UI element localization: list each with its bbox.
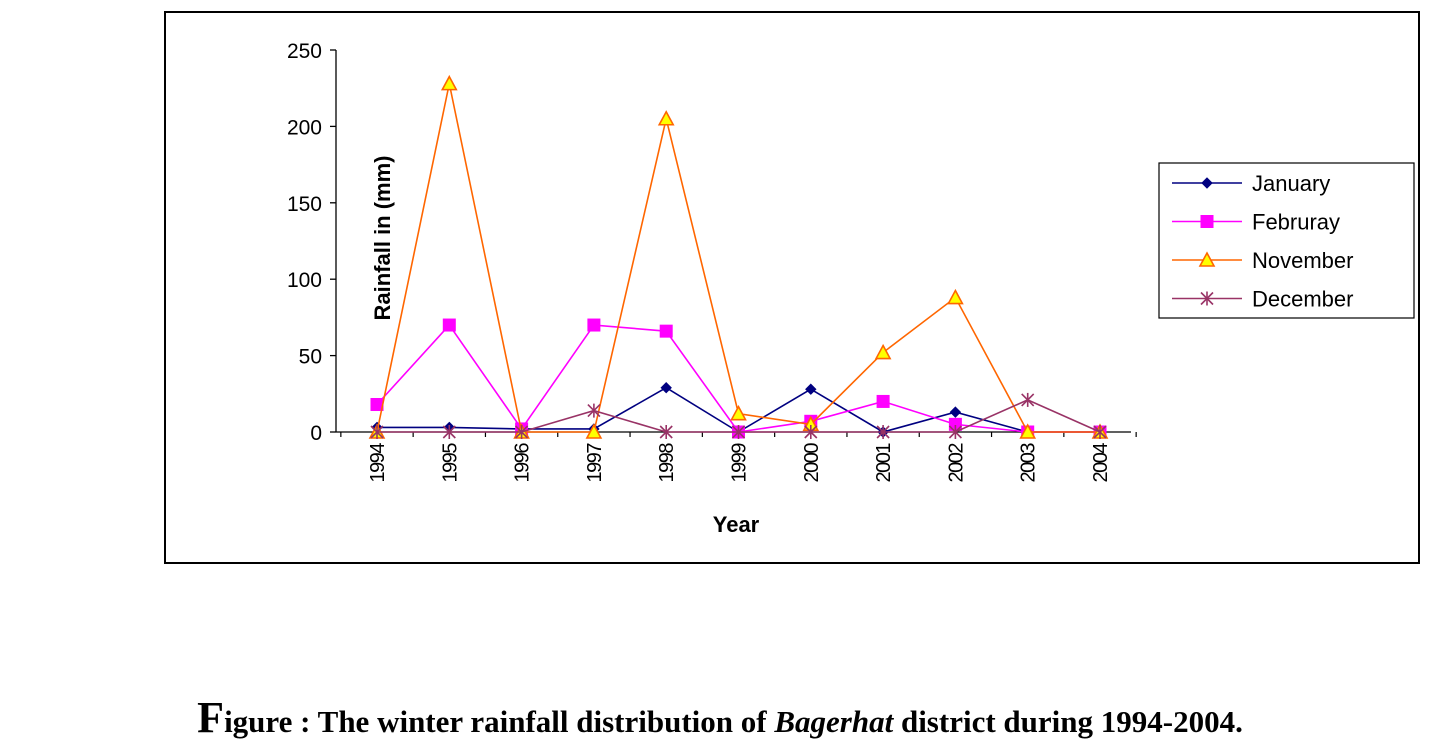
- data-point-december: [659, 425, 673, 439]
- x-tick-label: 1998: [656, 443, 678, 483]
- x-tick-label: 1994: [367, 443, 389, 483]
- figure-caption: Figure : The winter rainfall distributio…: [0, 692, 1440, 743]
- y-tick-label: 200: [287, 116, 322, 139]
- x-tick-label: 2002: [945, 443, 967, 483]
- data-point-january: [805, 383, 817, 395]
- y-tick-label: 250: [287, 40, 322, 63]
- data-point-december: [1093, 425, 1107, 439]
- data-point-december: [948, 425, 962, 439]
- data-point-december: [876, 425, 890, 439]
- chart-frame: 0 50 100 150 200 250 1994 1995 1996 1997 1998 1999 2…: [164, 11, 1420, 564]
- legend-label: November: [1252, 248, 1353, 273]
- legend-label: December: [1252, 287, 1353, 312]
- data-point-november: [1019, 423, 1037, 439]
- caption-text-after: district during 1994-2004.: [893, 704, 1243, 739]
- x-axis-title: Year: [713, 512, 760, 537]
- caption-initial: F: [197, 693, 225, 742]
- legend-item-februray: Februray: [1172, 210, 1340, 235]
- series-layer: [368, 74, 1109, 439]
- data-point-december: [1021, 392, 1035, 407]
- axes: 0 50 100 150 200 250 1994 1995 1996 1997 1998 1999 2…: [287, 40, 1137, 483]
- series-december: [370, 392, 1107, 439]
- data-point-februray: [442, 318, 456, 332]
- legend-item-november: November: [1172, 248, 1353, 273]
- legend-marker: [1198, 251, 1216, 267]
- caption-italic: Bagerhat: [774, 704, 894, 739]
- legend-label: January: [1252, 171, 1330, 196]
- data-point-january: [660, 381, 672, 394]
- y-tick-label: 100: [287, 269, 322, 292]
- x-tick-label: 2003: [1018, 443, 1040, 483]
- y-tick-label: 50: [299, 346, 322, 369]
- data-point-november: [657, 110, 675, 126]
- legend: January Februray November December: [1158, 162, 1415, 319]
- data-point-december: [804, 425, 818, 439]
- x-tick-label: 1997: [584, 443, 606, 483]
- data-point-december: [587, 403, 601, 418]
- data-point-november: [730, 404, 747, 421]
- y-tick-label: 150: [287, 193, 322, 216]
- x-tick-label: 1995: [439, 443, 461, 483]
- y-axis-title: Rainfall in (mm): [370, 155, 395, 320]
- data-point-december: [370, 425, 384, 439]
- series-line-november: [376, 83, 1100, 433]
- data-point-februray: [587, 318, 601, 332]
- data-point-december: [731, 425, 746, 439]
- legend-marker: [1200, 215, 1214, 228]
- data-point-december: [442, 425, 456, 439]
- legend-marker: [1201, 177, 1213, 189]
- data-point-november: [440, 74, 458, 91]
- x-tick-label: 2004: [1090, 443, 1112, 483]
- legend-item-january: January: [1172, 171, 1330, 196]
- data-point-november: [585, 423, 603, 439]
- legend-label: Februray: [1252, 210, 1340, 235]
- x-tick-label: 1999: [729, 443, 751, 483]
- legend-marker: [1200, 291, 1214, 306]
- x-tick-label: 2001: [873, 443, 895, 483]
- y-tick-label: 0: [310, 422, 322, 445]
- data-point-november: [947, 288, 964, 305]
- data-point-november: [874, 343, 892, 360]
- data-point-februray: [876, 394, 890, 408]
- legend-item-december: December: [1172, 287, 1353, 312]
- x-tick-label: 2000: [801, 443, 823, 483]
- caption-text-before: igure : The winter rainfall distribution…: [224, 704, 775, 739]
- data-point-january: [949, 406, 962, 418]
- series-november: [368, 74, 1109, 439]
- line-chart: 0 50 100 150 200 250 1994 1995 1996 1997 1998 1999 2…: [287, 40, 1415, 537]
- x-tick-label: 1996: [512, 443, 534, 483]
- data-point-februray: [659, 324, 673, 338]
- data-point-december: [515, 425, 529, 439]
